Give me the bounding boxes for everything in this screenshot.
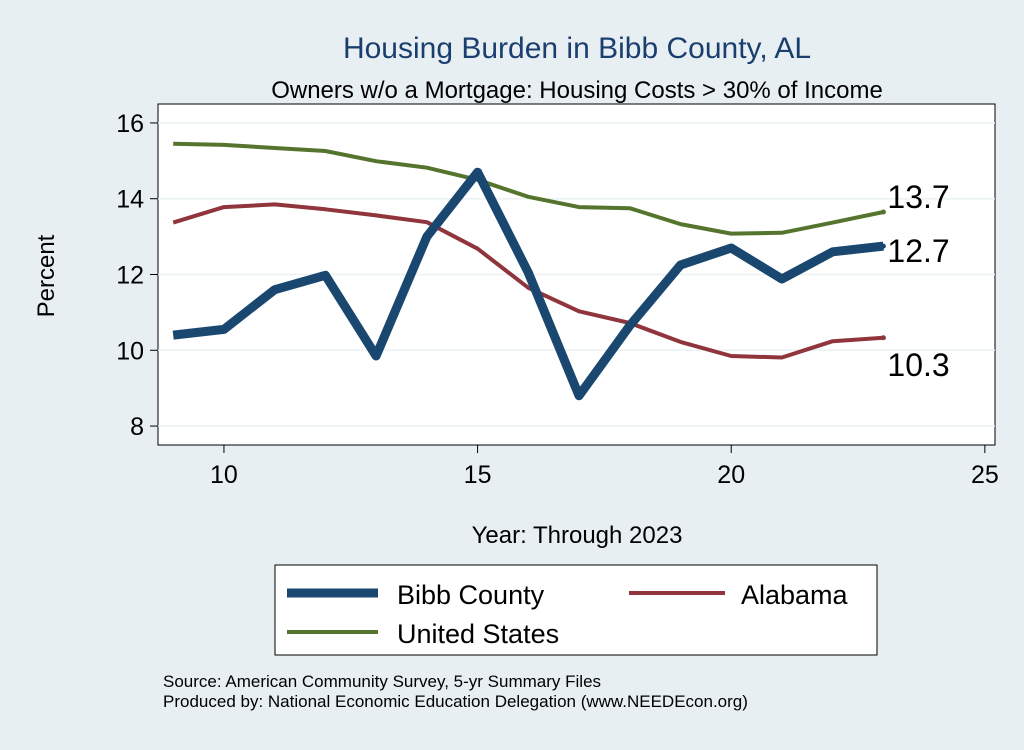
end-marker-united-states: [880, 209, 886, 215]
end-marker-bibb-county: [880, 243, 886, 249]
series-line-bibb-county: [172, 167, 884, 401]
y-tick-label: 8: [130, 413, 144, 441]
end-label-united-states: 13.7: [887, 179, 949, 215]
grid-lines: [158, 122, 995, 427]
axes: 8 10 12 14 16 10 15 20 25: [116, 110, 999, 489]
x-tick-label: 15: [464, 461, 492, 489]
end-label-bibb-county: 12.7: [887, 233, 949, 269]
x-tick-label: 20: [717, 461, 745, 489]
legend-box: [274, 564, 878, 656]
legend-label-bibb-county: Bibb County: [397, 580, 545, 610]
x-tick-label: 10: [210, 461, 238, 489]
legend: Bibb County Alabama United States: [274, 564, 878, 656]
legend-label-united-states: United States: [397, 619, 559, 649]
y-tick-label: 14: [116, 186, 144, 214]
x-axis-label: Year: Through 2023: [472, 522, 683, 549]
produced-by-note: Produced by: National Economic Education…: [163, 692, 748, 711]
y-axis-label: Percent: [33, 234, 60, 317]
chart-title: Housing Burden in Bibb County, AL: [343, 32, 811, 65]
x-tick-label: 25: [971, 461, 999, 489]
source-note: Source: American Community Survey, 5-yr …: [163, 672, 602, 691]
y-tick-label: 16: [116, 110, 144, 138]
y-tick-label: 12: [116, 262, 144, 290]
end-labels: 12.7 10.3 13.7: [887, 179, 949, 383]
series-line-alabama: [172, 202, 884, 360]
chart-subtitle: Owners w/o a Mortgage: Housing Costs > 3…: [271, 77, 883, 104]
y-tick-label: 10: [116, 337, 144, 365]
end-marker-alabama: [880, 335, 886, 341]
series-line-united-states: [173, 141, 884, 236]
legend-label-alabama: Alabama: [741, 580, 849, 610]
series-lines: [172, 141, 886, 401]
end-label-alabama: 10.3: [887, 347, 949, 383]
